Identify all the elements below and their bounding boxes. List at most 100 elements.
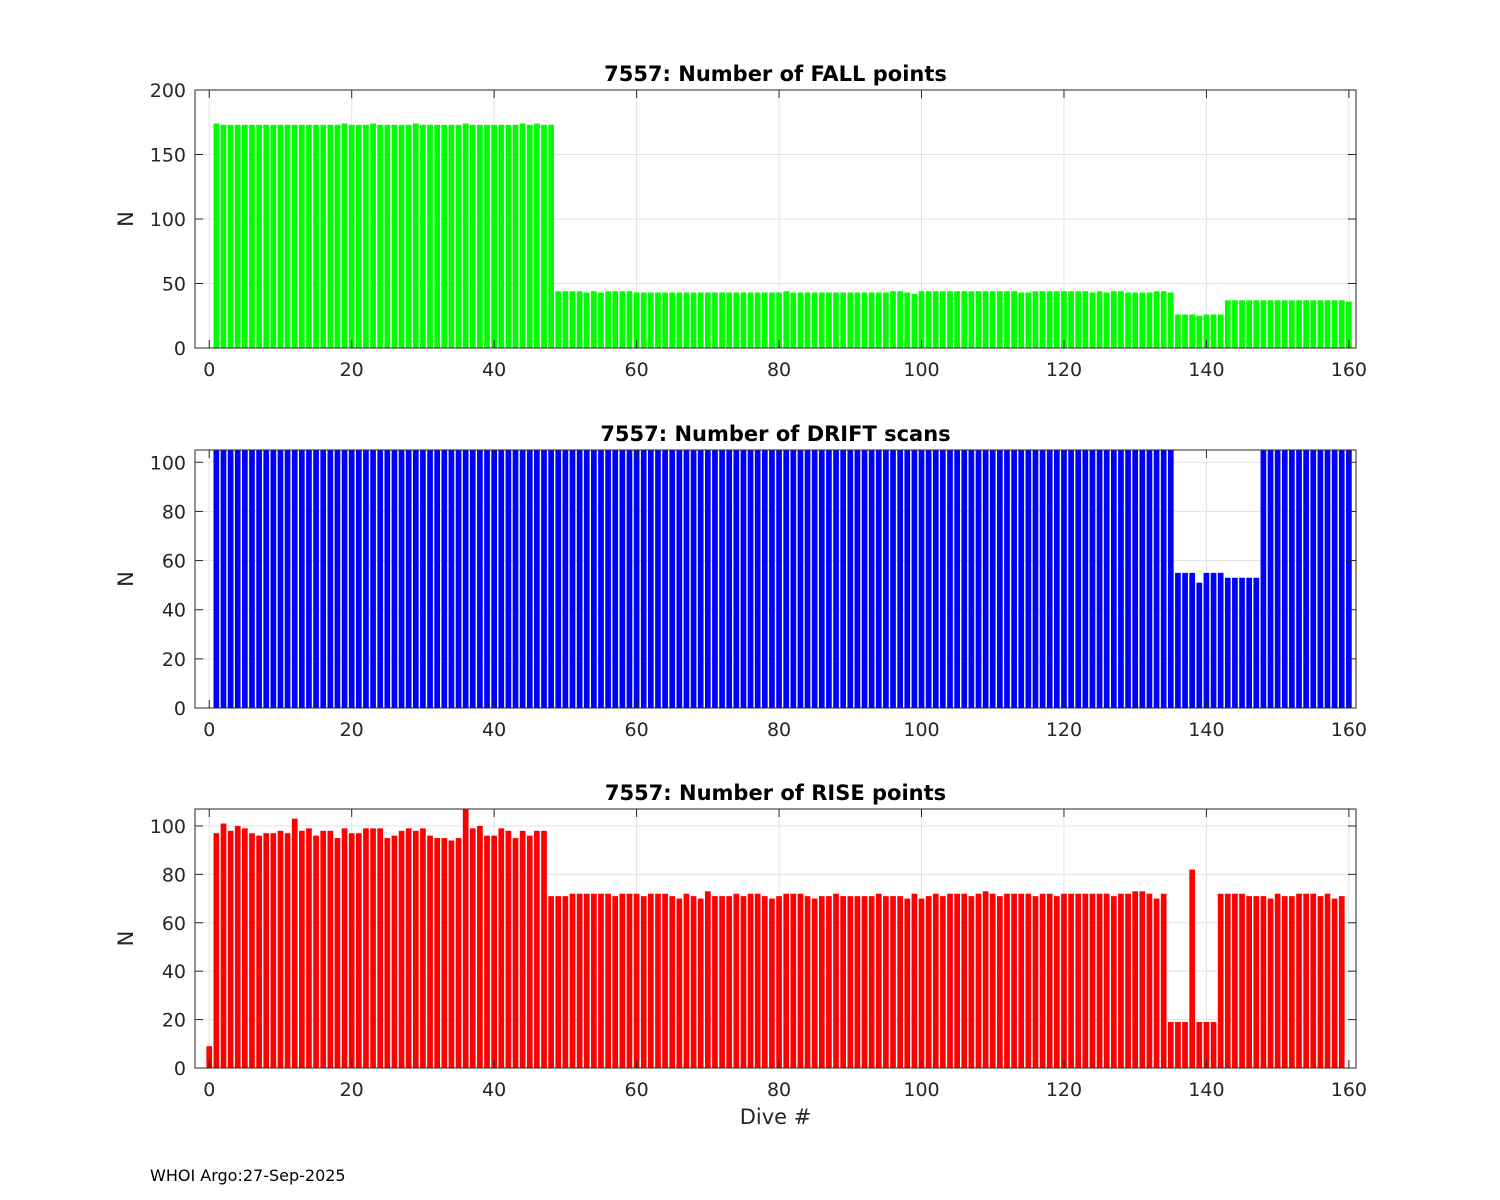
bar: [648, 450, 654, 708]
bar: [740, 896, 747, 1068]
bar: [498, 450, 505, 708]
bar: [932, 450, 939, 708]
bar: [1281, 450, 1288, 708]
bar: [491, 835, 498, 1068]
bar: [1246, 577, 1253, 708]
bar: [1324, 450, 1331, 708]
bar: [826, 292, 832, 348]
bar: [583, 450, 590, 708]
bar: [932, 893, 939, 1068]
bar: [861, 450, 868, 708]
bar: [797, 893, 804, 1068]
bar: [1018, 450, 1025, 708]
bar: [512, 124, 519, 348]
bar: [576, 893, 583, 1068]
y-tick-label: 40: [162, 961, 186, 983]
bar: [811, 450, 818, 708]
bar: [776, 896, 782, 1068]
bar: [569, 291, 576, 348]
bar: [227, 450, 234, 708]
bar: [412, 123, 419, 348]
bar: [818, 292, 825, 348]
bar: [1232, 893, 1238, 1068]
bar: [334, 450, 341, 708]
bar: [1317, 300, 1324, 348]
bar: [940, 896, 946, 1068]
bar: [1210, 1022, 1217, 1068]
bar: [961, 893, 968, 1068]
bar: [1260, 450, 1267, 708]
bar: [591, 893, 597, 1068]
bar: [1239, 577, 1245, 708]
bar: [1274, 300, 1281, 348]
bar: [968, 450, 975, 708]
bar: [263, 124, 270, 348]
y-tick-label: 50: [162, 274, 186, 296]
bar: [818, 450, 825, 708]
bar: [526, 124, 533, 348]
bar: [733, 292, 740, 348]
bar: [854, 450, 861, 708]
bar: [1182, 314, 1188, 348]
bar: [427, 124, 433, 348]
bar: [1196, 582, 1203, 708]
x-tick-label: 40: [482, 719, 506, 741]
bar: [925, 291, 932, 348]
bar: [704, 891, 711, 1068]
bar: [1239, 893, 1245, 1068]
bar: [249, 833, 255, 1068]
bar: [270, 833, 277, 1068]
bar: [1182, 1022, 1188, 1068]
bar: [256, 124, 262, 348]
bar: [377, 450, 384, 708]
bar: [1246, 300, 1253, 348]
bar: [1324, 893, 1331, 1068]
x-tick-label: 20: [340, 1079, 364, 1101]
bar: [512, 450, 519, 708]
bar: [455, 450, 462, 708]
bar: [997, 450, 1003, 708]
bar: [854, 896, 861, 1068]
bar: [1096, 450, 1103, 708]
bar: [1039, 893, 1046, 1068]
bar: [676, 292, 683, 348]
bar: [640, 292, 647, 348]
bar: [1289, 450, 1295, 708]
bar: [1317, 450, 1324, 708]
bar: [783, 893, 790, 1068]
bar: [427, 450, 433, 708]
bar: [662, 292, 668, 348]
bar: [505, 450, 512, 708]
bar: [626, 291, 633, 348]
bar: [1096, 291, 1103, 348]
bar: [477, 825, 483, 1068]
bar: [477, 124, 483, 348]
bar: [405, 450, 412, 708]
bar: [619, 893, 626, 1068]
bar: [1203, 314, 1210, 348]
bar: [348, 124, 355, 348]
y-tick-label: 80: [162, 864, 186, 886]
bar: [1260, 300, 1267, 348]
bar: [719, 896, 725, 1068]
bar: [1011, 893, 1017, 1068]
x-tick-label: 0: [203, 359, 215, 381]
bar: [989, 893, 996, 1068]
bar: [1160, 291, 1167, 348]
bar: [469, 450, 476, 708]
bar: [484, 450, 490, 708]
bar: [1260, 896, 1267, 1068]
bar: [961, 450, 968, 708]
y-tick-label: 40: [162, 600, 186, 622]
bar: [1338, 450, 1345, 708]
bar: [1139, 450, 1146, 708]
y-axis-label: N: [114, 211, 138, 227]
plot-area: [195, 450, 1356, 708]
x-tick-label: 100: [903, 359, 939, 381]
bar: [263, 833, 270, 1068]
bar: [1224, 300, 1231, 348]
bar: [1310, 893, 1317, 1068]
bar: [633, 893, 640, 1068]
bar: [491, 124, 498, 348]
bar: [747, 292, 754, 348]
